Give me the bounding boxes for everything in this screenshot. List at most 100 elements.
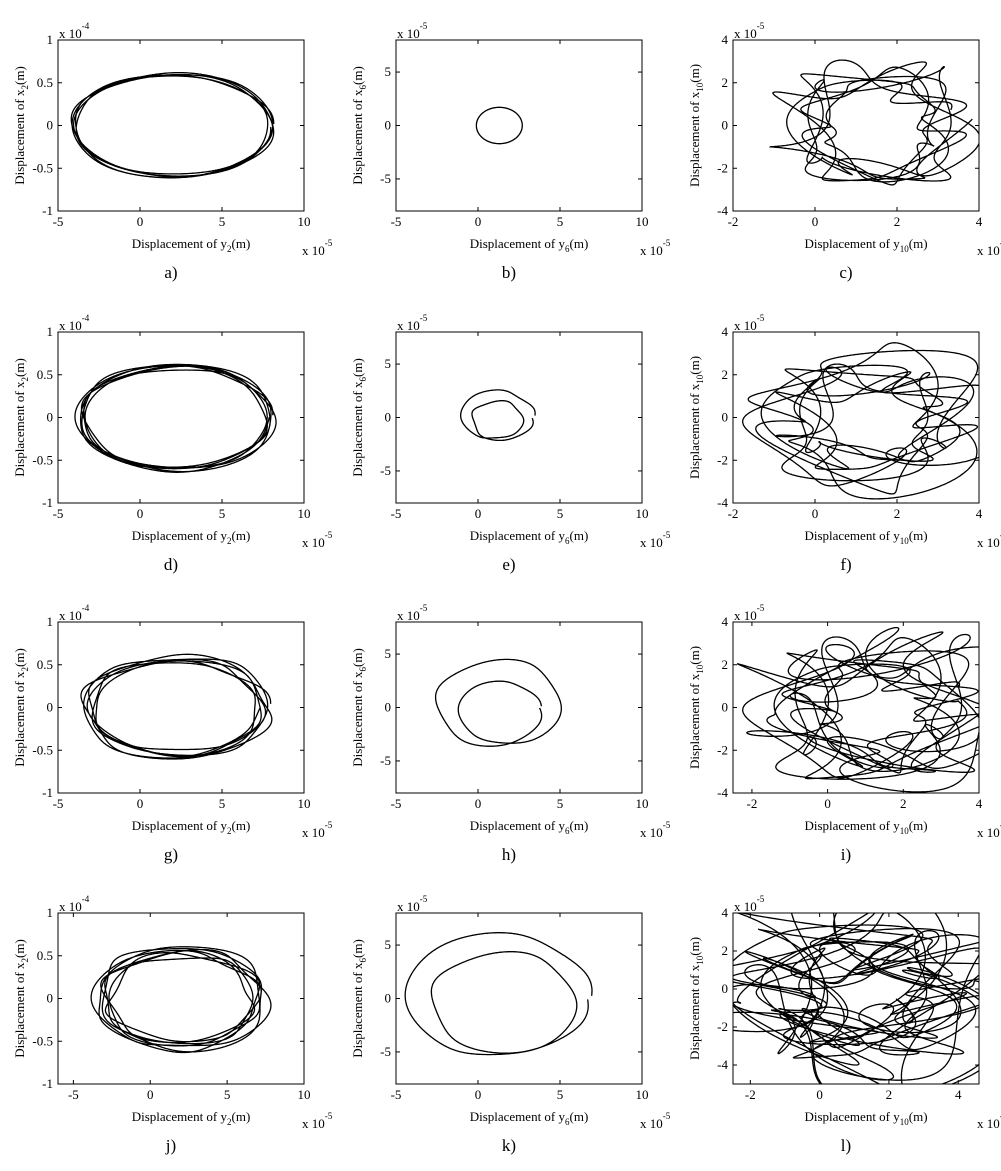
x-multiplier: x 10-5 [640,820,671,840]
y-tick-label: -5 [380,753,391,768]
y-tick-label: 1 [47,905,54,920]
panel-letter: b) [502,263,516,282]
axes-frame [395,912,643,1085]
x-tick-label: 0 [475,1087,482,1102]
panel-letter: d) [164,555,178,574]
x-tick-label: 0 [137,214,144,229]
y-multiplier: x 10-5 [397,603,428,623]
y-axis-label: Displacement of x2(m) [12,648,30,767]
y-tick-label: 2 [722,657,729,672]
y-axis-label: Displacement of x10(m) [687,646,705,769]
y-tick-label: 0 [385,700,392,715]
panel-letter: h) [502,845,516,864]
y-multiplier: x 10-5 [397,21,428,41]
y-tick-label: 0.5 [37,75,53,90]
x-tick-label: 10 [636,506,649,521]
y-tick-label: 2 [722,367,729,382]
panel-letter: a) [164,263,177,282]
trajectory-line [475,106,523,145]
y-tick-label: 0.5 [37,948,53,963]
panel-letter: l) [841,1136,851,1155]
y-tick-label: -4 [717,203,728,218]
x-tick-label: 2 [886,1087,893,1102]
trajectory-line [460,389,536,442]
y-tick-label: -0.5 [32,160,53,175]
panel-letter: k) [502,1136,516,1155]
axes-frame [395,621,643,794]
y-tick-label: 0 [47,118,54,133]
x-axis-label: Displacement of y2(m) [132,236,251,254]
x-multiplier: x 10-5 [977,820,1001,840]
x-tick-label: 10 [298,796,311,811]
x-tick-label: 10 [636,1087,649,1102]
y-tick-label: -4 [717,1057,728,1072]
x-tick-label: 0 [475,796,482,811]
y-tick-label: 0 [722,981,729,996]
y-multiplier: x 10-5 [397,313,428,333]
y-tick-label: -5 [380,171,391,186]
y-tick-label: 0 [47,410,54,425]
y-axis-label: Displacement of x10(m) [687,356,705,479]
y-tick-label: 0.5 [37,367,53,382]
panel-a: -5 0 5 10 -1 -0.5 0 0.5 1 x 10-4 Displacement of y… [12,21,333,282]
y-multiplier: x 10-5 [734,603,765,623]
y-tick-label: 1 [47,614,54,629]
y-tick-label: -1 [42,495,53,510]
trajectory-line [736,626,979,793]
x-tick-label: -5 [391,214,402,229]
axes-frame [395,331,643,504]
x-tick-label: 2 [900,796,907,811]
x-tick-label: -5 [391,1087,402,1102]
x-tick-label: 2 [894,214,901,229]
y-tick-label: 5 [385,646,392,661]
y-tick-label: 2 [722,943,729,958]
x-axis-label: Displacement of y10(m) [804,528,927,546]
panel-k: -5 0 5 10 -5 0 5 x 10-5 Displacement of y6(m) x 1… [350,894,671,1155]
x-tick-label: 5 [224,1087,231,1102]
x-tick-label: 4 [976,796,983,811]
trajectory-line [768,59,979,186]
x-axis-label: Displacement of y10(m) [804,818,927,836]
y-tick-label: 1 [47,324,54,339]
panel-g: -5 0 5 10 -1 -0.5 0 0.5 1 x 10-4 Displacement of y… [12,603,333,864]
panel-l: -2 0 2 4 -4 -2 0 2 4 x 10-5 Displacement of y10(m)… [687,894,1001,1155]
panel-b: -5 0 5 10 -5 0 5 x 10-5 Displacement of y6(m) x 1… [350,21,671,282]
y-tick-label: 5 [385,937,392,952]
y-tick-label: 4 [722,32,729,47]
x-tick-label: 4 [976,506,983,521]
x-axis-label: Displacement of y2(m) [132,528,251,546]
x-tick-label: 10 [298,214,311,229]
x-axis-label: Displacement of y10(m) [804,236,927,254]
y-tick-label: -0.5 [32,742,53,757]
y-tick-label: 5 [385,356,392,371]
panel-letter: c) [839,263,852,282]
x-axis-label: Displacement of y6(m) [470,236,589,254]
panel-letter: j) [165,1136,176,1155]
panel-h: -5 0 5 10 -5 0 5 x 10-5 Displacement of y6(m) x 1… [350,603,671,864]
y-tick-label: 4 [722,324,729,339]
y-tick-label: -2 [717,452,728,467]
x-multiplier: x 10-5 [977,530,1001,550]
y-tick-label: -4 [717,495,728,510]
x-tick-label: 4 [955,1087,962,1102]
x-tick-label: 10 [298,1087,311,1102]
panel-d: -5 0 5 10 -1 -0.5 0 0.5 1 x 10-4 Displacement of y… [12,313,333,574]
y-axis-label: Displacement of x6(m) [350,66,368,185]
y-tick-label: 0 [47,991,54,1006]
x-tick-label: 0 [824,796,831,811]
x-tick-label: 5 [219,506,226,521]
x-tick-label: 5 [219,214,226,229]
x-tick-label: -5 [391,506,402,521]
x-multiplier: x 10-5 [302,1111,333,1131]
y-tick-label: -2 [717,742,728,757]
y-tick-label: 0 [722,700,729,715]
x-axis-label: Displacement of y6(m) [470,528,589,546]
x-tick-label: 0 [475,214,482,229]
x-tick-label: 0 [137,796,144,811]
y-tick-label: -1 [42,203,53,218]
x-multiplier: x 10-5 [302,820,333,840]
y-tick-label: -1 [42,785,53,800]
